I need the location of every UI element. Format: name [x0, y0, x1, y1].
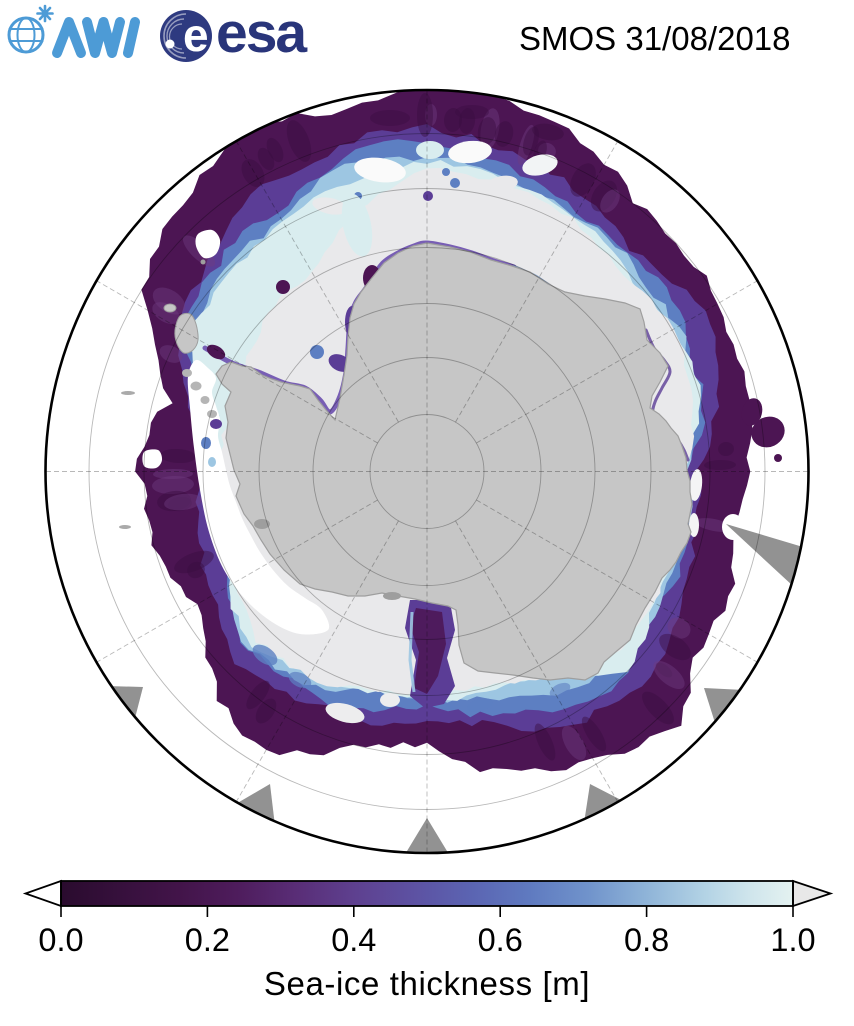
svg-text:e: e [183, 9, 209, 61]
svg-text:1.0: 1.0 [770, 922, 815, 958]
svg-text:0.2: 0.2 [185, 922, 230, 958]
svg-text:0.4: 0.4 [331, 922, 376, 958]
svg-text:SMOS 31/08/2018: SMOS 31/08/2018 [519, 20, 791, 57]
svg-text:0.6: 0.6 [478, 922, 523, 958]
svg-text:Sea-ice thickness [m]: Sea-ice thickness [m] [264, 965, 590, 1002]
svg-text:esa: esa [216, 1, 308, 65]
svg-text:0.0: 0.0 [38, 922, 83, 958]
svg-text:0.8: 0.8 [624, 922, 669, 958]
